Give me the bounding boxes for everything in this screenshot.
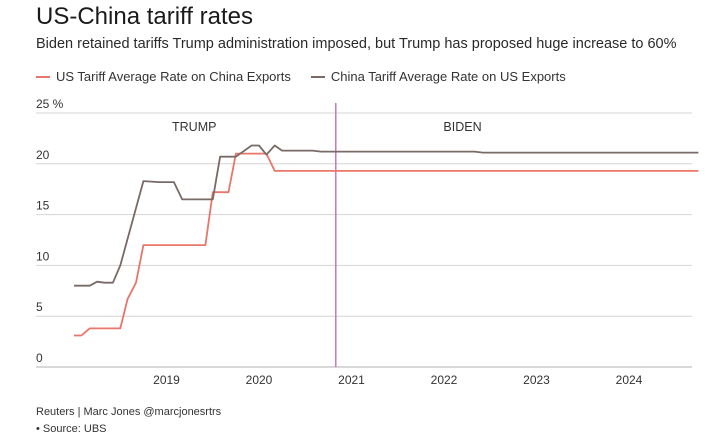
x-tick-label: 2019 — [153, 373, 180, 387]
legend-label-us-tariff: US Tariff Average Rate on China Exports — [56, 69, 291, 84]
source-note: • Source: UBS — [36, 423, 107, 435]
chart-legend: US Tariff Average Rate on China Exports … — [36, 69, 586, 84]
x-tick-label: 2020 — [246, 373, 273, 387]
x-tick-label: 2024 — [616, 373, 643, 387]
legend-swatch-china-tariff — [310, 75, 325, 78]
chart-subtitle: Biden retained tariffs Trump administrat… — [36, 36, 677, 52]
legend-item-china-tariff: China Tariff Average Rate on US Exports — [310, 69, 566, 84]
y-tick-label: 25 % — [36, 97, 64, 111]
y-tick-label: 10 — [36, 249, 50, 263]
legend-label-china-tariff: China Tariff Average Rate on US Exports — [330, 69, 566, 84]
source-credit: Reuters | Marc Jones @marcjonesrtrs — [36, 406, 222, 418]
x-tick-label: 2021 — [338, 373, 365, 387]
china-tariff-line — [74, 144, 699, 287]
y-tick-label: 0 — [36, 351, 43, 365]
y-tick-label: 15 — [36, 199, 50, 213]
us-tariff-line — [74, 152, 699, 337]
x-tick-label: 2023 — [523, 373, 550, 387]
annotation-biden: BIDEN — [443, 120, 481, 134]
legend-swatch-us-tariff — [36, 75, 50, 78]
x-tick-label: 2022 — [431, 373, 458, 387]
y-tick-label: 20 — [36, 148, 50, 162]
y-tick-label: 5 — [36, 300, 43, 314]
annotation-trump: TRUMP — [172, 120, 216, 134]
legend-item-us-tariff: US Tariff Average Rate on China Exports — [36, 69, 291, 84]
chart-title: US-China tariff rates — [36, 3, 253, 30]
